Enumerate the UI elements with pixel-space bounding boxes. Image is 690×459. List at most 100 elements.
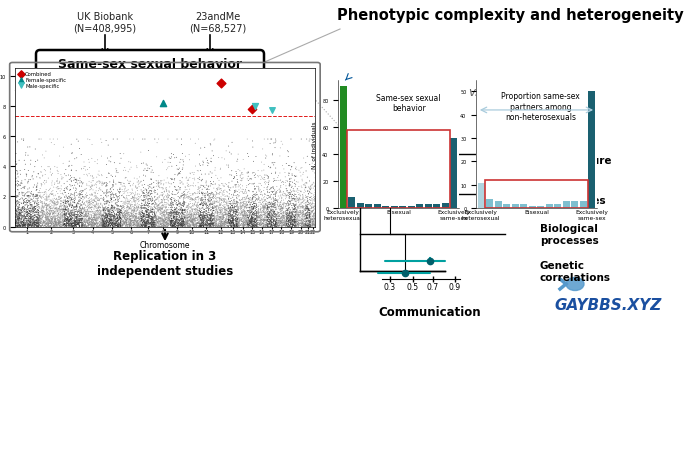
Point bbox=[34, 223, 46, 230]
Point bbox=[103, 221, 114, 228]
Point bbox=[294, 221, 305, 228]
Point bbox=[217, 182, 228, 190]
Point bbox=[168, 222, 179, 230]
Point bbox=[177, 206, 188, 213]
Point bbox=[286, 218, 297, 225]
Point bbox=[120, 212, 131, 219]
Point bbox=[164, 217, 175, 224]
Point bbox=[204, 212, 215, 219]
Point bbox=[115, 215, 126, 223]
Point bbox=[121, 198, 132, 206]
Point bbox=[124, 222, 135, 230]
Point bbox=[255, 173, 266, 180]
Point bbox=[304, 136, 315, 143]
Point bbox=[145, 221, 156, 229]
Point bbox=[57, 213, 68, 220]
Point bbox=[122, 177, 133, 185]
Point bbox=[174, 219, 185, 226]
Point bbox=[173, 219, 184, 227]
Point bbox=[248, 224, 259, 231]
Point bbox=[23, 211, 34, 218]
Point bbox=[130, 213, 141, 221]
Point bbox=[56, 222, 67, 230]
Point bbox=[235, 213, 246, 220]
Point bbox=[102, 218, 113, 225]
Point bbox=[288, 212, 299, 219]
Point bbox=[188, 218, 199, 225]
Point bbox=[43, 212, 55, 219]
Point bbox=[224, 210, 235, 217]
Point bbox=[53, 213, 64, 221]
Point bbox=[58, 201, 69, 208]
Point bbox=[190, 220, 201, 228]
Point bbox=[195, 210, 206, 217]
Point bbox=[65, 192, 76, 200]
Point bbox=[78, 193, 89, 201]
Point bbox=[259, 223, 270, 230]
Point bbox=[278, 223, 289, 230]
Legend: Combined, Female-specific, Male-specific: Combined, Female-specific, Male-specific bbox=[18, 72, 67, 89]
Point bbox=[46, 219, 57, 227]
Point bbox=[220, 218, 231, 225]
Point bbox=[219, 217, 230, 224]
Point bbox=[180, 207, 191, 214]
Point bbox=[266, 202, 277, 210]
Point bbox=[303, 222, 314, 230]
Point bbox=[144, 192, 155, 200]
Point bbox=[103, 205, 114, 212]
Point bbox=[274, 222, 285, 230]
Point bbox=[115, 221, 126, 229]
Point bbox=[199, 213, 210, 220]
Point bbox=[306, 223, 317, 230]
Point bbox=[225, 218, 236, 226]
Point bbox=[34, 188, 45, 195]
Point bbox=[304, 209, 315, 217]
Point bbox=[17, 223, 28, 230]
Point bbox=[238, 203, 249, 210]
Point bbox=[166, 163, 177, 170]
Point bbox=[221, 218, 233, 226]
Point bbox=[18, 219, 29, 227]
Point bbox=[176, 136, 187, 143]
Point bbox=[11, 168, 22, 175]
Point bbox=[280, 218, 291, 226]
Point bbox=[237, 202, 248, 210]
Point bbox=[115, 223, 126, 230]
Point bbox=[134, 202, 145, 209]
Point bbox=[129, 192, 140, 199]
Point bbox=[297, 209, 308, 217]
Point bbox=[225, 203, 236, 211]
Point bbox=[210, 223, 221, 230]
Point bbox=[125, 213, 136, 221]
Point bbox=[63, 220, 75, 227]
Point bbox=[17, 206, 28, 213]
Point bbox=[247, 210, 258, 218]
Point bbox=[103, 212, 114, 219]
Point bbox=[83, 222, 94, 229]
Point bbox=[105, 220, 116, 227]
Point bbox=[15, 219, 26, 227]
Point bbox=[239, 204, 250, 211]
Point bbox=[179, 222, 190, 230]
Point bbox=[83, 219, 95, 227]
Point bbox=[39, 218, 50, 225]
Point bbox=[266, 160, 277, 167]
Point bbox=[175, 215, 186, 223]
Point bbox=[28, 220, 39, 227]
Point bbox=[16, 207, 27, 214]
Point bbox=[100, 223, 111, 230]
Point bbox=[219, 222, 230, 230]
Point bbox=[101, 217, 112, 224]
Point bbox=[31, 186, 42, 194]
Point bbox=[180, 214, 191, 221]
Point bbox=[208, 215, 219, 223]
Point bbox=[75, 208, 86, 215]
Point bbox=[96, 222, 107, 229]
Point bbox=[49, 206, 60, 213]
Point bbox=[87, 197, 98, 205]
Point bbox=[224, 186, 235, 194]
Point bbox=[106, 204, 117, 211]
Point bbox=[57, 214, 68, 221]
Point bbox=[188, 212, 199, 219]
Point bbox=[12, 198, 23, 206]
